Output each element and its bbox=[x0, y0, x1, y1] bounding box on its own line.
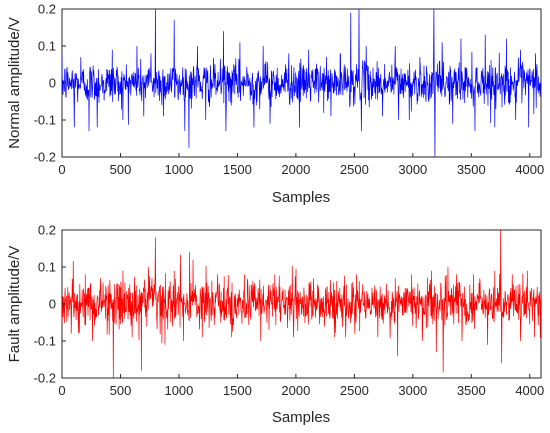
fault-y-ticks: 0.2 0.1 0 -0.1 -0.2 bbox=[34, 223, 66, 386]
y-tick-label: 0.1 bbox=[38, 39, 56, 54]
normal-amplitude-panel: 0 500 1000 1500 2000 2500 3000 3500 4000 0.20.10… bbox=[6, 2, 544, 207]
x-tick-label: 500 bbox=[110, 162, 132, 177]
y-tick-label: 0 bbox=[49, 76, 56, 91]
x-tick-label: 0 bbox=[58, 383, 65, 398]
y-tick-label: -0.1 bbox=[34, 113, 56, 128]
x-tick-label: 500 bbox=[110, 383, 132, 398]
x-tick-label: 2500 bbox=[340, 383, 369, 398]
normal-x-ticks: 0 500 1000 1500 2000 2500 3000 3500 4000 bbox=[58, 153, 544, 177]
y-tick-label: 0.1 bbox=[38, 260, 56, 275]
x-tick-label: 2000 bbox=[281, 383, 310, 398]
y-tick-label: -0.2 bbox=[34, 371, 56, 386]
normal-signal-line bbox=[61, 8, 542, 158]
x-tick-label: 1000 bbox=[164, 162, 193, 177]
y-tick-label: -0.1 bbox=[34, 334, 56, 349]
y-tick-label: -0.2 bbox=[34, 150, 56, 165]
fault-x-ticks: 0 500 1000 1500 2000 2500 3000 3500 4000 bbox=[58, 374, 544, 398]
fault-signal-line bbox=[61, 229, 542, 379]
x-tick-label: 3500 bbox=[457, 383, 486, 398]
y-tick-label: 0 bbox=[49, 297, 56, 312]
x-tick-label: 3500 bbox=[457, 162, 486, 177]
x-tick-label: 3000 bbox=[398, 162, 427, 177]
x-tick-label: 4000 bbox=[515, 383, 544, 398]
x-tick-label: 1000 bbox=[164, 383, 193, 398]
normal-y-ticks: 0.2 0.1 0 -0.1 -0.2 bbox=[34, 2, 66, 165]
fault-amplitude-panel: 0 500 1000 1500 2000 2500 3000 3500 4000 0.20.10… bbox=[6, 223, 544, 427]
y-tick-label: 0.2 bbox=[38, 223, 56, 238]
fault-x-axis-label: Samples bbox=[272, 409, 330, 426]
fault-y-axis-label: Fault amplitude/V bbox=[6, 246, 23, 363]
normal-x-axis-label: Samples bbox=[272, 189, 330, 206]
x-tick-label: 2500 bbox=[340, 162, 369, 177]
x-tick-label: 0 bbox=[58, 162, 65, 177]
x-tick-label: 4000 bbox=[515, 162, 544, 177]
normal-y-axis-label: Normal amplitude/V bbox=[6, 17, 23, 149]
x-tick-label: 1500 bbox=[223, 383, 252, 398]
x-tick-label: 1500 bbox=[223, 162, 252, 177]
y-tick-label: 0.2 bbox=[38, 2, 56, 17]
x-tick-label: 2000 bbox=[281, 162, 310, 177]
x-tick-label: 3000 bbox=[398, 383, 427, 398]
